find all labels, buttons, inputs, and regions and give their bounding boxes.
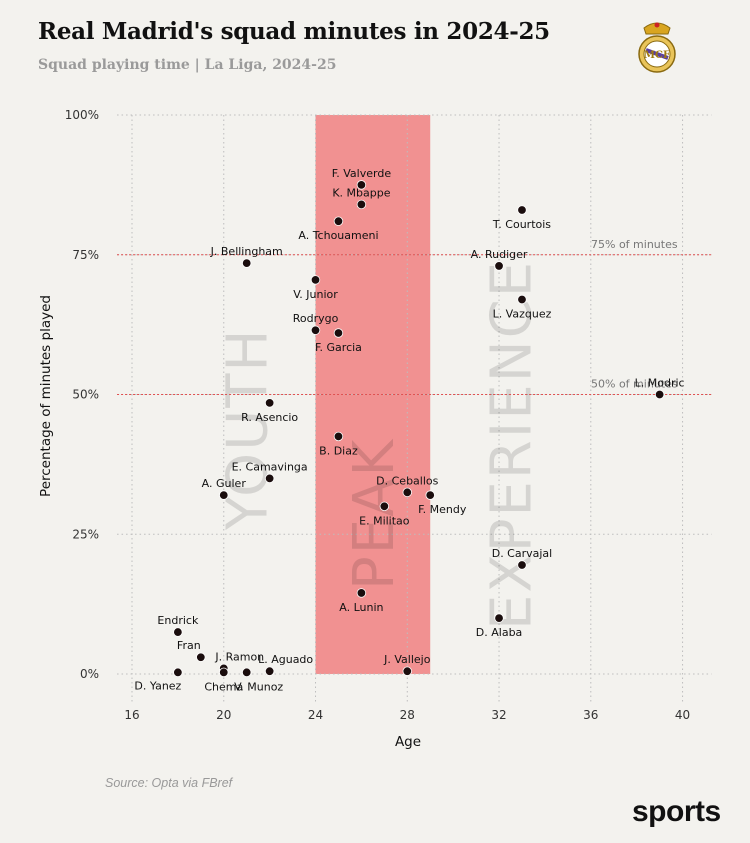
zone-label-experience: EXPERIENCE	[480, 260, 545, 630]
player-label: L. Vazquez	[493, 307, 552, 320]
player-label: F. Garcia	[315, 341, 362, 354]
player-label: A. Lunin	[339, 601, 383, 614]
player-point	[241, 667, 252, 678]
y-tick-label: 50%	[72, 388, 99, 402]
player-point	[196, 652, 206, 662]
player-point	[310, 325, 321, 335]
player-point	[494, 613, 504, 623]
x-axis-label: Age	[395, 734, 421, 750]
player-point	[654, 389, 665, 400]
chart-title: Real Madrid's squad minutes in 2024-25	[38, 18, 550, 45]
player-point	[264, 473, 275, 484]
player-label: K. Mbappe	[332, 186, 390, 199]
player-label: Rodrygo	[293, 312, 339, 325]
player-point	[356, 588, 367, 598]
source-note: Source: Opta via FBref	[105, 776, 233, 790]
player-point	[310, 275, 321, 285]
player-point	[173, 627, 183, 637]
x-tick-label: 20	[216, 708, 231, 722]
player-point	[264, 666, 275, 676]
player-point	[219, 490, 229, 500]
player-label: D. Alaba	[476, 626, 523, 639]
player-label: Endrick	[157, 614, 199, 627]
player-label: V. Munoz	[234, 680, 283, 693]
player-label: L. Aguado	[258, 653, 313, 666]
player-label: J. Bellingham	[210, 245, 283, 258]
player-label: F. Valverde	[332, 167, 392, 180]
player-label: E. Militao	[359, 514, 410, 527]
player-label: E. Camavinga	[232, 460, 308, 473]
player-label: A. Rudiger	[471, 248, 528, 261]
player-label: D. Ceballos	[376, 474, 438, 487]
player-label: D. Yanez	[134, 679, 181, 692]
player-label: F. Mendy	[418, 503, 467, 516]
player-point	[402, 666, 412, 676]
player-label: B. Diaz	[319, 444, 358, 457]
y-tick-label: 0%	[80, 667, 99, 681]
player-label: D. Carvajal	[492, 547, 553, 560]
player-label: J. Ramon	[214, 650, 264, 663]
zone-label-peak: PEAK	[342, 438, 407, 590]
x-tick-label: 32	[491, 708, 506, 722]
player-label: Fran	[177, 639, 201, 652]
brand-logo: sports	[632, 795, 721, 828]
x-tick-label: 24	[308, 708, 323, 722]
player-label: V. Junior	[293, 288, 338, 301]
chart-subtitle: Squad playing time | La Liga, 2024-25	[38, 57, 337, 73]
player-label: T. Courtois	[492, 218, 551, 231]
y-tick-label: 75%	[72, 248, 99, 262]
player-label: A. Guler	[202, 477, 247, 490]
player-label: L. Modric	[635, 377, 685, 390]
player-point	[333, 431, 344, 442]
player-point	[173, 667, 183, 678]
player-point	[494, 261, 504, 271]
player-label: R. Asencio	[241, 411, 298, 424]
player-point	[356, 199, 367, 210]
svg-text:MCF: MCF	[644, 50, 670, 61]
y-tick-label: 25%	[72, 527, 99, 541]
player-point	[425, 490, 435, 500]
player-label: J. Vallejo	[383, 653, 431, 666]
player-point	[356, 180, 367, 190]
player-point	[517, 205, 527, 215]
player-label: Chema	[204, 680, 243, 693]
player-point	[241, 258, 252, 268]
x-tick-label: 16	[124, 708, 139, 722]
player-point	[264, 398, 275, 408]
zone-label-youth: YOUTH	[216, 327, 281, 531]
player-point	[517, 560, 527, 570]
player-point	[379, 501, 390, 512]
reference-line-label: 50% of minutes	[591, 378, 678, 391]
player-label: A. Tchouameni	[298, 229, 378, 242]
real-madrid-crest-icon: MCF	[638, 22, 676, 73]
player-point	[219, 667, 229, 678]
x-tick-label: 28	[400, 708, 415, 722]
reference-line-label: 75% of minutes	[591, 238, 678, 251]
y-axis-label: Percentage of minutes played	[38, 295, 54, 497]
x-tick-label: 36	[583, 708, 598, 722]
player-point	[333, 216, 344, 226]
y-tick-label: 100%	[65, 108, 99, 122]
player-point	[517, 294, 527, 305]
x-tick-label: 40	[675, 708, 690, 722]
player-point	[402, 487, 412, 498]
player-point	[333, 328, 344, 338]
